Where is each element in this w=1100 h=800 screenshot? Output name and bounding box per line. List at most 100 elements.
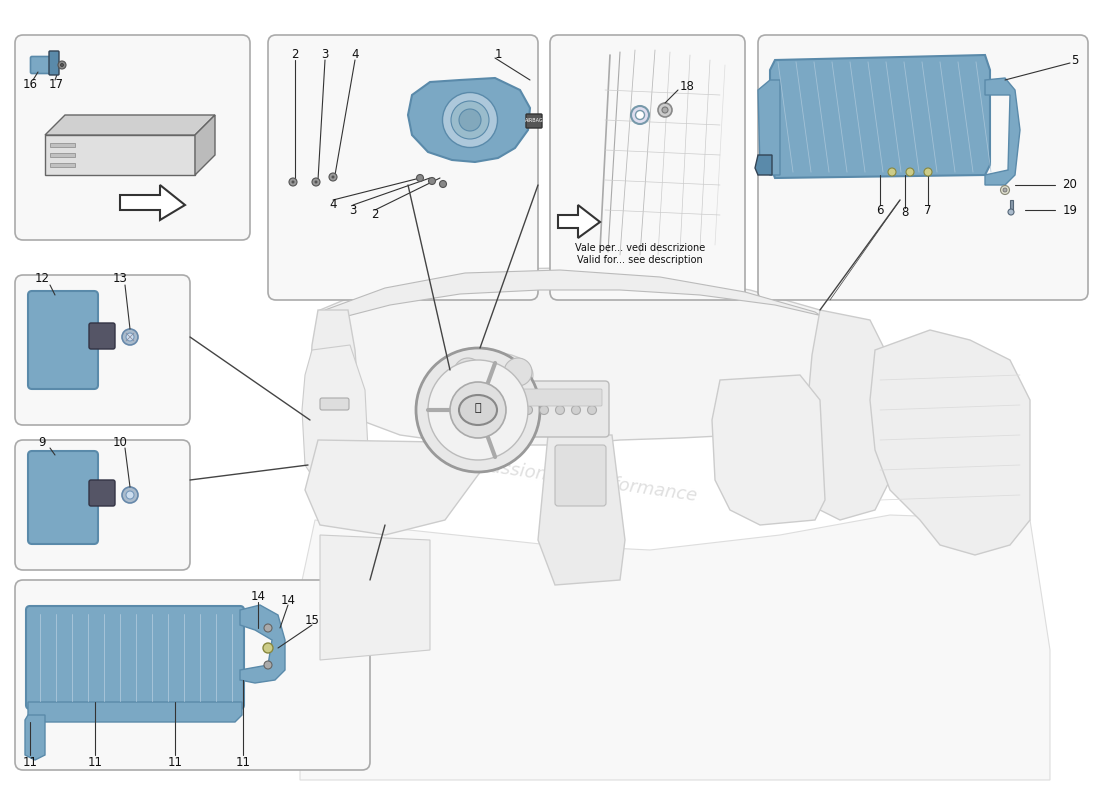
- Text: 8: 8: [901, 206, 909, 219]
- FancyBboxPatch shape: [550, 35, 745, 300]
- Circle shape: [1001, 186, 1010, 194]
- Bar: [50, 143, 75, 147]
- FancyBboxPatch shape: [268, 35, 538, 300]
- Circle shape: [454, 358, 482, 386]
- Text: guidecar: guidecar: [441, 406, 579, 434]
- Circle shape: [631, 106, 649, 124]
- Circle shape: [315, 181, 318, 183]
- Circle shape: [662, 107, 668, 113]
- Circle shape: [906, 168, 914, 176]
- Text: 11: 11: [88, 755, 102, 769]
- Polygon shape: [320, 535, 430, 660]
- FancyBboxPatch shape: [15, 440, 190, 570]
- FancyBboxPatch shape: [496, 381, 609, 437]
- Polygon shape: [758, 80, 780, 175]
- Circle shape: [331, 175, 334, 178]
- Polygon shape: [300, 515, 1050, 780]
- Text: 16: 16: [22, 78, 37, 91]
- Circle shape: [58, 61, 66, 69]
- Polygon shape: [305, 440, 500, 535]
- Circle shape: [572, 406, 581, 414]
- Circle shape: [658, 103, 672, 117]
- Circle shape: [556, 406, 564, 414]
- FancyBboxPatch shape: [26, 606, 244, 709]
- Text: 3: 3: [350, 203, 356, 217]
- Polygon shape: [770, 55, 990, 178]
- Text: 2: 2: [372, 209, 378, 222]
- FancyBboxPatch shape: [556, 445, 606, 506]
- Circle shape: [417, 174, 424, 182]
- Text: 20: 20: [1063, 178, 1077, 191]
- Ellipse shape: [451, 101, 490, 139]
- Circle shape: [539, 406, 549, 414]
- Polygon shape: [808, 310, 890, 520]
- Bar: [1010, 200, 1013, 210]
- Circle shape: [126, 491, 134, 499]
- Text: 7: 7: [924, 203, 932, 217]
- Circle shape: [504, 358, 532, 386]
- FancyBboxPatch shape: [15, 35, 250, 240]
- FancyBboxPatch shape: [526, 114, 542, 128]
- Text: 14: 14: [251, 590, 265, 603]
- Circle shape: [587, 406, 596, 414]
- Text: 17: 17: [48, 78, 64, 91]
- Text: 11: 11: [167, 755, 183, 769]
- Circle shape: [507, 406, 517, 414]
- Polygon shape: [45, 115, 214, 135]
- Polygon shape: [755, 155, 772, 175]
- Text: 4: 4: [351, 49, 359, 62]
- Text: 12: 12: [34, 271, 50, 285]
- Circle shape: [263, 643, 273, 653]
- Polygon shape: [45, 135, 195, 175]
- Text: 🐎: 🐎: [475, 403, 482, 413]
- Text: 1: 1: [494, 49, 502, 62]
- Text: 14: 14: [280, 594, 296, 606]
- Text: 13: 13: [112, 271, 128, 285]
- Polygon shape: [324, 270, 874, 390]
- Text: 4: 4: [329, 198, 337, 211]
- Polygon shape: [984, 78, 1020, 185]
- Circle shape: [329, 173, 337, 181]
- Text: Vale per... vedi descrizione: Vale per... vedi descrizione: [575, 243, 705, 253]
- Polygon shape: [120, 185, 185, 220]
- Circle shape: [428, 360, 528, 460]
- FancyBboxPatch shape: [89, 480, 116, 506]
- Text: 11: 11: [235, 755, 251, 769]
- FancyBboxPatch shape: [89, 323, 116, 349]
- Circle shape: [1008, 209, 1014, 215]
- Text: 11: 11: [22, 755, 37, 769]
- Polygon shape: [870, 330, 1030, 555]
- Polygon shape: [28, 702, 242, 722]
- Text: 19: 19: [1063, 203, 1078, 217]
- Polygon shape: [712, 375, 825, 525]
- Polygon shape: [25, 715, 45, 760]
- Circle shape: [122, 329, 138, 345]
- FancyBboxPatch shape: [28, 291, 98, 389]
- FancyBboxPatch shape: [50, 51, 59, 75]
- Circle shape: [416, 348, 540, 472]
- Circle shape: [292, 181, 295, 183]
- Polygon shape: [302, 345, 368, 485]
- Polygon shape: [240, 605, 285, 683]
- Circle shape: [1003, 188, 1006, 192]
- Text: 5: 5: [1071, 54, 1079, 66]
- Circle shape: [312, 178, 320, 186]
- Text: AIRBAG: AIRBAG: [525, 118, 543, 123]
- Ellipse shape: [442, 93, 497, 147]
- Circle shape: [524, 406, 532, 414]
- Text: 9: 9: [39, 435, 46, 449]
- Circle shape: [264, 624, 272, 632]
- Bar: [50, 163, 75, 167]
- Polygon shape: [408, 78, 530, 162]
- Ellipse shape: [459, 109, 481, 131]
- FancyBboxPatch shape: [28, 451, 98, 544]
- Circle shape: [126, 333, 134, 341]
- FancyBboxPatch shape: [15, 275, 190, 425]
- Ellipse shape: [453, 353, 534, 398]
- FancyBboxPatch shape: [320, 398, 349, 410]
- Ellipse shape: [459, 395, 497, 425]
- FancyBboxPatch shape: [31, 57, 55, 74]
- Text: 18: 18: [680, 81, 694, 94]
- Text: 6: 6: [877, 203, 883, 217]
- Circle shape: [289, 178, 297, 186]
